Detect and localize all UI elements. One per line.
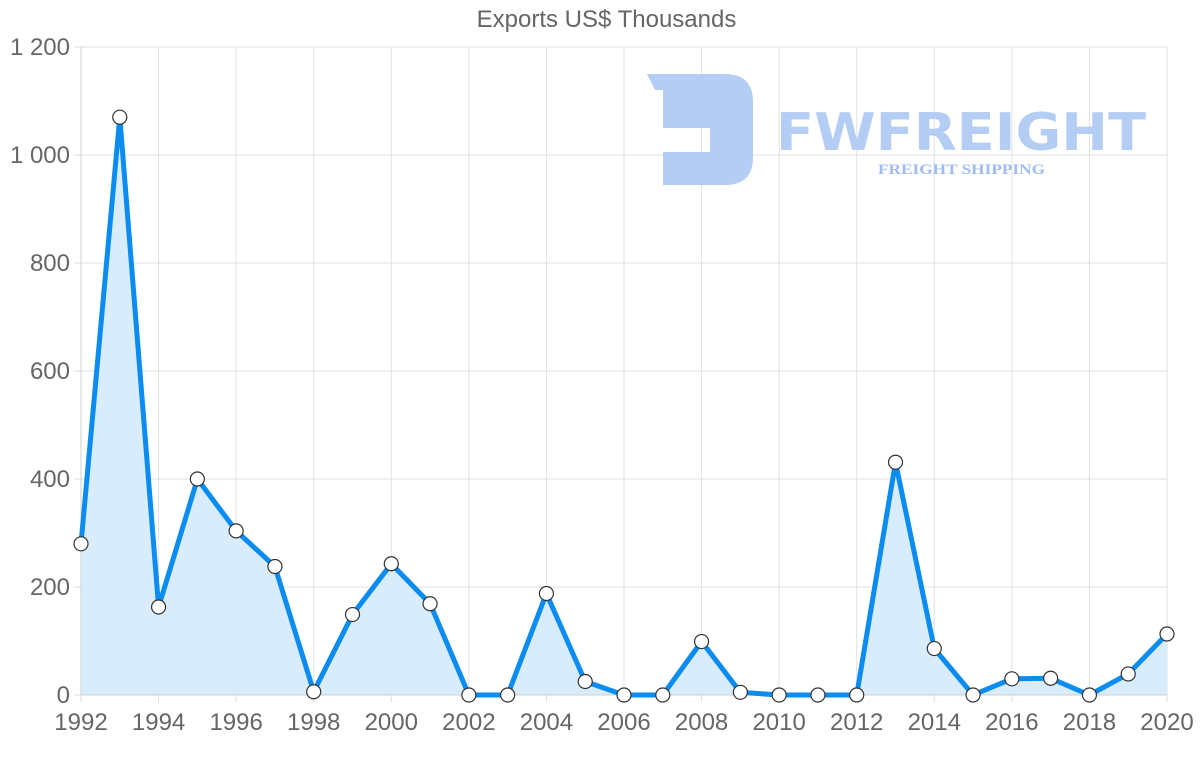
data-point-1994[interactable]: 1994: 163 xyxy=(150,599,167,615)
x-tick-label: 1992 xyxy=(54,709,107,736)
y-tick-label: 400 xyxy=(30,466,70,493)
data-point-2012[interactable]: 2012: 0 xyxy=(849,687,865,703)
y-tick-label: 800 xyxy=(30,250,70,277)
data-point-1995[interactable]: 1995: 400 xyxy=(189,471,205,487)
data-point-2013[interactable]: 2013: 431 xyxy=(887,454,904,470)
x-axis-ticks: 1992 1994 1996 1998 2000 2002 2004 2006 2008 2010… xyxy=(54,709,1193,736)
data-point-2017[interactable]: 2017: 31 xyxy=(1043,670,1059,686)
x-tick-label: 2004 xyxy=(520,709,573,736)
x-tick-label: 2018 xyxy=(1063,709,1116,736)
x-tick-label: 2016 xyxy=(985,709,1038,736)
data-point-2019[interactable]: 2019: 39 xyxy=(1120,666,1136,682)
data-point-2016[interactable]: 2016: 30 xyxy=(1004,671,1020,687)
x-tick-label: 2008 xyxy=(675,709,728,736)
data-point-2011[interactable]: 2011: 0 xyxy=(810,687,826,703)
data-point-2005[interactable]: 2005: 25 xyxy=(577,673,593,690)
data-point-2018[interactable]: 2018: 0 xyxy=(1081,687,1098,703)
y-tick-label: 1 000 xyxy=(10,142,70,169)
data-point-2010[interactable]: 2010: 0 xyxy=(771,687,787,703)
y-tick-label: 1 200 xyxy=(10,34,70,61)
watermark-tagline: FREIGHT SHIPPING xyxy=(878,162,1045,178)
x-tick-label: 2010 xyxy=(752,709,805,736)
watermark-brand: FWFREIGHT xyxy=(776,103,1147,163)
gridlines xyxy=(74,46,1168,702)
data-point-2015[interactable]: 2015: 0 xyxy=(965,687,981,703)
x-tick-label: 1994 xyxy=(132,709,185,736)
data-point-2002[interactable]: 2002: 0 xyxy=(461,687,477,703)
series-area xyxy=(81,117,1167,695)
y-tick-label: 0 xyxy=(57,682,70,709)
data-point-2020[interactable]: 2020: 113 xyxy=(1159,626,1175,642)
data-point-1992[interactable]: 1992: 280 xyxy=(73,536,89,552)
data-point-2007[interactable]: 2007: 0 xyxy=(655,687,671,703)
data-point-2009[interactable]: 2009: 5 xyxy=(732,684,748,700)
data-point-1996[interactable]: 1996: 304 xyxy=(228,523,244,539)
data-point-1993[interactable]: 1993: 1070 xyxy=(112,109,128,125)
y-axis-ticks: 0 200 400 600 800 1 000 1 200 xyxy=(10,34,70,709)
x-tick-label: 2012 xyxy=(830,709,883,736)
data-point-2014[interactable]: 2014: 86 xyxy=(926,640,942,657)
data-point-1998[interactable]: 1998: 6 xyxy=(306,684,322,700)
x-tick-label: 2020 xyxy=(1140,709,1193,736)
fwfreight-watermark: FWFREIGHT FREIGHT SHIPPING xyxy=(647,74,1147,185)
x-tick-label: 2014 xyxy=(908,709,961,736)
y-tick-label: 600 xyxy=(30,358,70,385)
data-point-2000[interactable]: 2000: 243 xyxy=(383,556,399,572)
y-tick-label: 200 xyxy=(30,574,70,601)
data-point-1999[interactable]: 1999: 149 xyxy=(344,606,361,623)
chart-title: Exports US$ Thousands xyxy=(476,6,737,33)
data-point-1997[interactable]: 1997: 238 xyxy=(267,558,283,575)
data-point-2006[interactable]: 2006: 0 xyxy=(616,687,632,703)
area-fill xyxy=(81,117,1167,695)
data-point-2004[interactable]: 2004: 188 xyxy=(538,585,555,602)
x-tick-label: 1996 xyxy=(209,709,262,736)
x-tick-label: 1998 xyxy=(287,709,340,736)
data-markers: 1992: 280 1993: 1070 1994: 163 1995: 400 199… xyxy=(73,109,1175,703)
x-tick-label: 2006 xyxy=(597,709,650,736)
data-point-2003[interactable]: 2003: 0 xyxy=(500,687,516,703)
data-point-2008[interactable]: 2008: 99 xyxy=(693,633,710,650)
x-tick-label: 2002 xyxy=(442,709,495,736)
x-tick-label: 2000 xyxy=(365,709,418,736)
fwfreight-logo-icon xyxy=(647,74,753,185)
